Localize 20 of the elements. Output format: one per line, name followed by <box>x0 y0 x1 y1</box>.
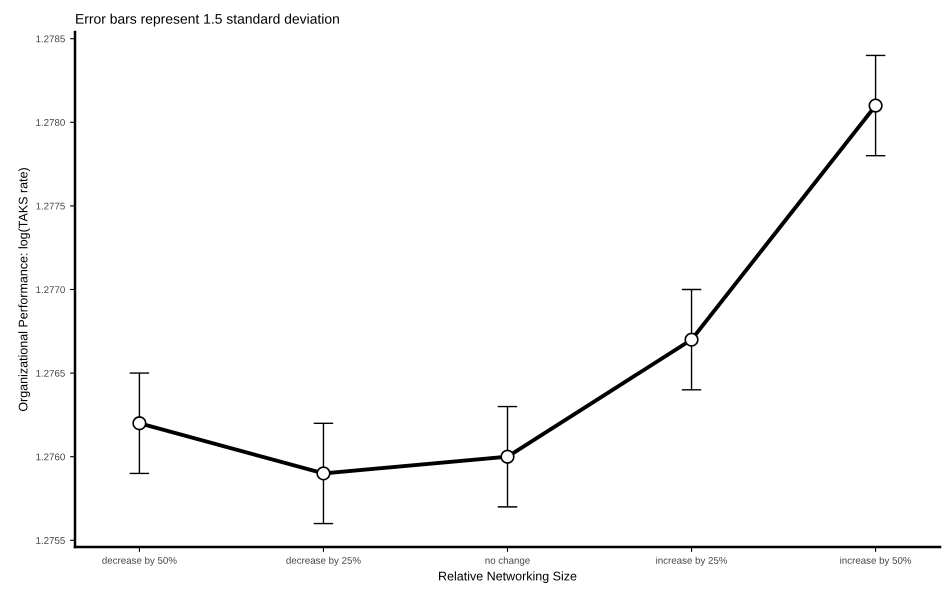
y-tick-label: 1.2780 <box>36 119 65 126</box>
y-tick-label: 1.2770 <box>36 286 65 294</box>
x-tick-label: decrease by 25% <box>286 556 361 566</box>
point <box>500 450 515 464</box>
y-tick-label: 1.2760 <box>36 453 65 460</box>
point <box>132 416 146 430</box>
chart-title: Error bars represent 1.5 standard deviation <box>76 14 339 27</box>
y-tick-label: 1.2755 <box>36 537 65 544</box>
x-tick-label: increase by 25% <box>656 556 728 566</box>
y-tick-label: 1.2765 <box>36 370 65 377</box>
y-tick-label: 1.2775 <box>36 202 65 210</box>
point <box>684 332 699 347</box>
x-axis-title: Relative Networking Size <box>439 571 576 583</box>
y-tick-label: 1.2785 <box>36 35 65 42</box>
y-axis-title: Organizational Performance: log(TAKS rate) <box>18 168 30 412</box>
point <box>316 466 331 481</box>
x-tick-label: no change <box>485 556 530 566</box>
x-tick-label: decrease by 50% <box>102 556 177 566</box>
point <box>868 98 883 113</box>
x-tick-label: increase by 50% <box>840 556 912 566</box>
